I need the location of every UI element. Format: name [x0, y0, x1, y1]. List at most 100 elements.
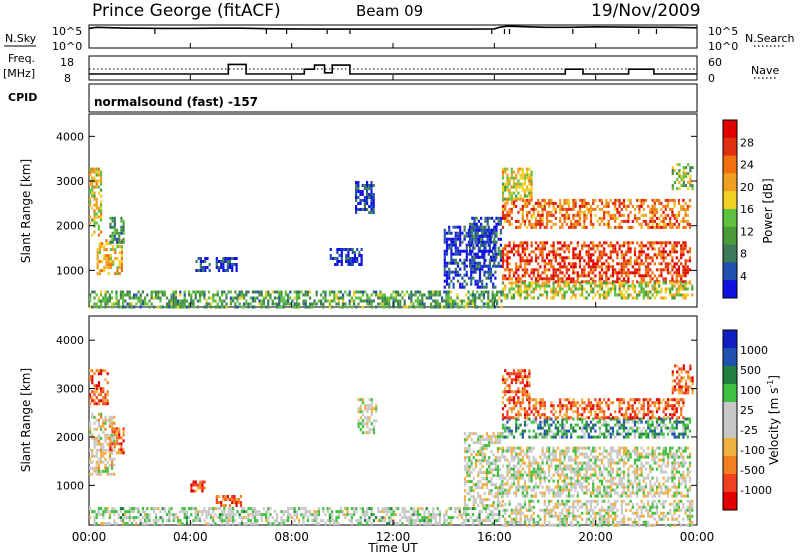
- heatmap-cell: [238, 513, 241, 517]
- heatmap-cell: [574, 284, 577, 288]
- heatmap-cell: [260, 305, 263, 309]
- heatmap-cell: [596, 244, 599, 248]
- heatmap-cell: [662, 210, 665, 214]
- heatmap-cell: [245, 522, 248, 526]
- heatmap-cell: [581, 268, 584, 272]
- heatmap-cell: [188, 302, 191, 306]
- heatmap-cell: [336, 251, 339, 254]
- heatmap-cell: [576, 244, 579, 248]
- heatmap-cell: [111, 466, 114, 470]
- colorbar-segment: [723, 155, 737, 174]
- heatmap-cell: [587, 488, 590, 492]
- heatmap-cell: [207, 513, 210, 517]
- heatmap-cell: [392, 302, 395, 306]
- heatmap-cell: [408, 522, 411, 526]
- heatmap-cell: [481, 471, 484, 475]
- heatmap-cell: [120, 251, 123, 255]
- heatmap-cell: [534, 256, 538, 260]
- heatmap-cell: [512, 464, 516, 468]
- heatmap-cell: [454, 231, 457, 235]
- heatmap-cell: [289, 296, 292, 300]
- heatmap-cell: [474, 441, 478, 445]
- heatmap-cell: [506, 201, 509, 205]
- heatmap-cell: [479, 501, 482, 505]
- heatmap-cell: [682, 265, 685, 269]
- heatmap-cell: [570, 296, 573, 300]
- heatmap-cell: [530, 241, 533, 245]
- heatmap-cell: [269, 513, 272, 517]
- heatmap-cell: [603, 253, 606, 257]
- heatmap-cell: [526, 452, 529, 456]
- heatmap-cell: [133, 296, 136, 300]
- nsky-label: N.Sky: [5, 32, 37, 45]
- heatmap-cell: [466, 504, 469, 508]
- heatmap-cell: [485, 447, 489, 451]
- heatmap-cell: [267, 522, 270, 526]
- heatmap-cell: [682, 178, 685, 182]
- heatmap-cell: [425, 507, 428, 511]
- heatmap-cell: [576, 461, 579, 465]
- heatmap-cell: [271, 299, 274, 303]
- heatmap-cell: [501, 210, 505, 214]
- heatmap-cell: [671, 207, 674, 211]
- heatmap-cell: [469, 261, 472, 265]
- heatmap-cell: [434, 513, 437, 517]
- heatmap-cell: [326, 299, 329, 303]
- heatmap-cell: [671, 187, 674, 191]
- heatmap-cell: [638, 210, 641, 214]
- heatmap-cell: [600, 277, 604, 281]
- heatmap-cell: [452, 299, 455, 303]
- heatmap-cell: [673, 265, 676, 269]
- heatmap-cell: [587, 250, 590, 254]
- heatmap-cell: [508, 485, 511, 489]
- heatmap-cell: [188, 516, 191, 520]
- heatmap-cell: [614, 482, 617, 486]
- heatmap-cell: [669, 222, 672, 226]
- heatmap-cell: [95, 451, 98, 455]
- heatmap-cell: [179, 305, 182, 309]
- heatmap-cell: [105, 257, 108, 261]
- heatmap-cell: [109, 234, 112, 238]
- heatmap-cell: [465, 270, 468, 274]
- heatmap-cell: [592, 488, 595, 492]
- heatmap-cell: [526, 213, 529, 217]
- heatmap-cell: [605, 449, 608, 453]
- heatmap-cell: [600, 470, 604, 474]
- heatmap-cell: [199, 483, 202, 487]
- heatmap-cell: [669, 271, 672, 275]
- heatmap-cell: [592, 461, 595, 465]
- heatmap-cell: [649, 296, 652, 300]
- heatmap-cell: [625, 253, 628, 257]
- heatmap-cell: [469, 258, 472, 262]
- heatmap-cell: [585, 467, 588, 471]
- heatmap-cell: [675, 250, 678, 254]
- heatmap-cell: [585, 290, 588, 294]
- heatmap-cell: [463, 465, 467, 469]
- heatmap-cell: [477, 228, 480, 232]
- heatmap-cell: [120, 257, 123, 261]
- heatmap-cell: [528, 188, 531, 192]
- heatmap-cell: [512, 244, 516, 248]
- heatmap-cell: [565, 271, 568, 275]
- heatmap-cell: [508, 277, 511, 281]
- heatmap-cell: [355, 184, 358, 187]
- heatmap-cell: [488, 492, 491, 496]
- heatmap-cell: [111, 219, 114, 223]
- heatmap-cell: [168, 302, 171, 306]
- heatmap-cell: [141, 522, 144, 526]
- heatmap-cell: [653, 241, 656, 245]
- heatmap-cell: [622, 201, 626, 205]
- heatmap-cell: [676, 178, 679, 182]
- heatmap-cell: [295, 290, 298, 294]
- heatmap-cell: [488, 462, 491, 466]
- heatmap-cell: [510, 176, 513, 180]
- heatmap-cell: [102, 430, 105, 434]
- heatmap-cell: [543, 265, 546, 269]
- heatmap-cell: [504, 277, 507, 281]
- heatmap-cell: [452, 276, 455, 280]
- heatmap-cell: [366, 187, 369, 190]
- heatmap-cell: [331, 510, 334, 514]
- heatmap-cell: [669, 225, 672, 229]
- heatmap-cell: [548, 452, 551, 456]
- heatmap-cell: [100, 412, 103, 416]
